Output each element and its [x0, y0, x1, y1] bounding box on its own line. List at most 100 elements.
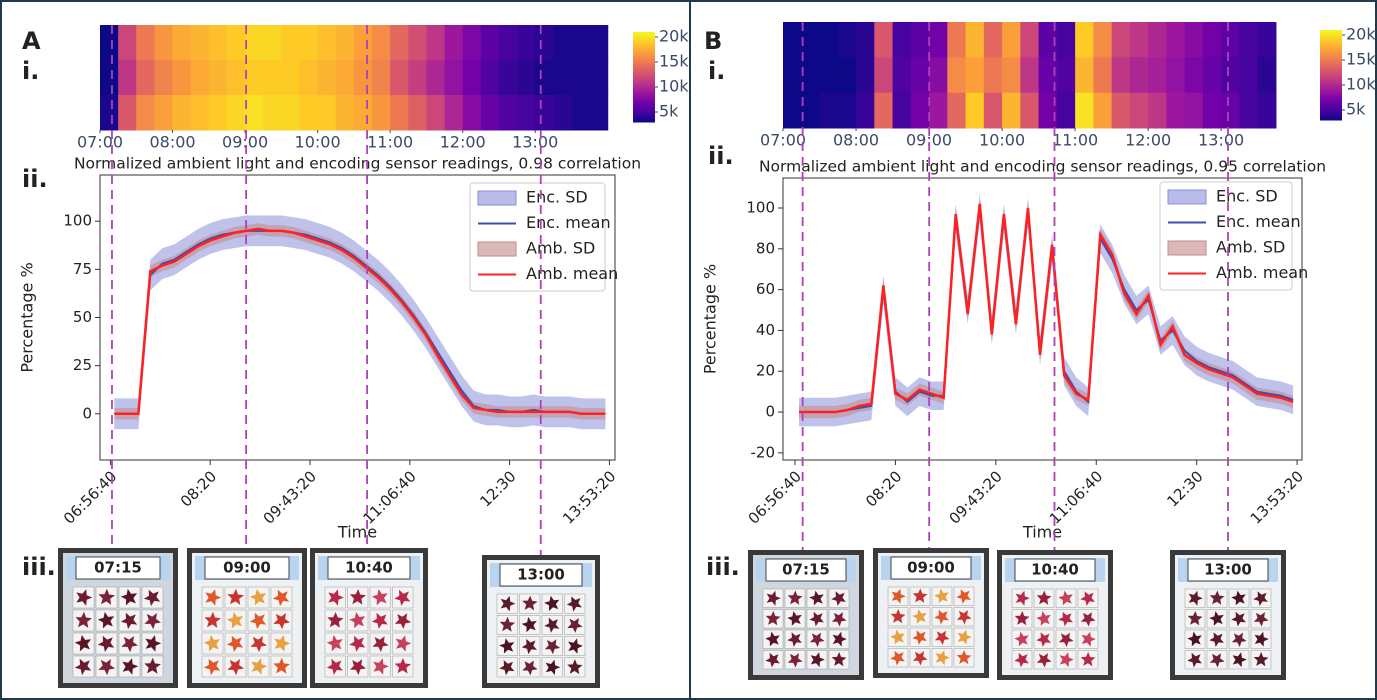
heatmap-cell: [462, 25, 482, 61]
heatmap-cell: [947, 92, 967, 129]
heatmap-cell: [100, 25, 119, 61]
heatmap-cell: [837, 22, 857, 58]
colorbar-segment: [633, 97, 655, 100]
colorbar-segment: [1320, 48, 1342, 51]
heatmap-cell: [910, 92, 930, 129]
heatmap-cell: [910, 57, 930, 94]
heatmap-cell: [136, 25, 155, 61]
heatmap-cell: [1166, 22, 1186, 58]
leaf: [251, 658, 268, 675]
heatmap-cell: [1148, 92, 1167, 129]
leaf: [544, 639, 561, 655]
heatmap-cell: [801, 22, 821, 58]
x-tick-label: 13:53:20: [1247, 467, 1307, 527]
leaf: [766, 590, 781, 606]
heatmap-cell: [517, 60, 536, 96]
heatmap-cell: [1148, 57, 1167, 94]
heatmap-cell: [208, 25, 228, 61]
colorbar-segment: [1320, 117, 1342, 121]
colorbar-segment: [633, 38, 655, 42]
photo-label-box: [890, 556, 972, 580]
heatmap-cell: [535, 60, 554, 96]
leaf: [273, 657, 290, 674]
heatmap-cell: [100, 60, 119, 96]
heatmap-cell: [317, 25, 337, 61]
leaf: [1209, 590, 1225, 605]
colorbar-segment: [1320, 34, 1342, 38]
leaf: [227, 659, 244, 676]
x-tick-label: 13:53:20: [559, 467, 619, 527]
section-label: i.: [708, 57, 725, 85]
leaf: [1059, 652, 1074, 668]
leaf: [97, 635, 115, 653]
photo-label-box: [75, 556, 161, 580]
leaf: [567, 618, 583, 633]
colorbar-segment: [1320, 57, 1342, 60]
heatmap-cell: [1111, 22, 1131, 58]
y-axis-label: Percentage %: [18, 262, 37, 372]
heatmap-cell: [154, 25, 174, 61]
heatmap-cell: [408, 25, 427, 61]
legend-label: Amb. mean: [526, 264, 618, 283]
colorbar-segment: [633, 95, 655, 98]
heatmap-tick-label: 10:00: [295, 133, 341, 152]
heatmap-cell: [1056, 92, 1076, 129]
colorbar-segment: [1320, 45, 1342, 49]
heatmap-cell: [1129, 57, 1149, 94]
leaf: [912, 651, 928, 666]
leaf: [121, 636, 138, 653]
colorbar-tick-label: 15k: [659, 52, 689, 71]
colorbar-segment: [1320, 39, 1342, 42]
heatmap-cell: [1239, 57, 1259, 94]
legend-swatch: [1167, 189, 1207, 205]
leaf: [499, 616, 516, 632]
leaf: [787, 590, 803, 605]
leaf: [1187, 631, 1202, 647]
leaf: [349, 589, 366, 605]
leaf: [203, 634, 221, 652]
heatmap-cell: [1221, 22, 1240, 58]
leaf: [831, 652, 847, 667]
heatmap-cell: [208, 60, 228, 96]
colorbar-segment: [1320, 95, 1342, 98]
section-label: i.: [22, 57, 39, 85]
x-axis-label: Time: [1022, 523, 1062, 542]
leaf: [934, 588, 949, 604]
colorbar-segment: [1320, 113, 1342, 116]
leaf: [328, 589, 344, 606]
heatmap-cell: [856, 22, 875, 58]
leaf: [120, 612, 138, 630]
mean-line: [114, 227, 606, 416]
y-tick-label: 100: [63, 212, 92, 230]
heatmap-cell: [892, 57, 912, 94]
leaf: [1209, 653, 1225, 668]
heatmap-cell: [335, 25, 355, 61]
leaf: [787, 611, 802, 626]
leaf: [349, 659, 367, 675]
leaf: [765, 611, 781, 626]
heatmap-cell: [571, 25, 591, 61]
leaf: [890, 629, 905, 645]
colorbar-segment: [1320, 81, 1342, 85]
leaf: [544, 617, 560, 633]
leaf: [765, 631, 780, 647]
legend-label: Enc. mean: [526, 213, 611, 232]
heatmap-tick-label: 11:00: [1052, 131, 1098, 150]
y-tick-label: 60: [756, 280, 775, 298]
leaf: [831, 591, 846, 606]
colorbar-tick-label: 10k: [659, 77, 689, 96]
heatmap-cell: [1075, 22, 1094, 58]
heatmap-cell: [929, 92, 948, 129]
heatmap-cell: [965, 22, 985, 58]
leaf: [373, 658, 389, 675]
heatmap-cell: [1129, 92, 1149, 129]
colorbar-segment: [633, 36, 655, 40]
heatmap-cell: [1202, 92, 1222, 129]
y-tick-label: 25: [73, 356, 92, 374]
heatmap-cell: [983, 22, 1003, 58]
colorbar-segment: [1320, 32, 1342, 35]
leaf: [205, 589, 222, 606]
colorbar-segment: [633, 99, 655, 103]
colorbar-segment: [1320, 30, 1342, 33]
colorbar-segment: [1320, 106, 1342, 110]
